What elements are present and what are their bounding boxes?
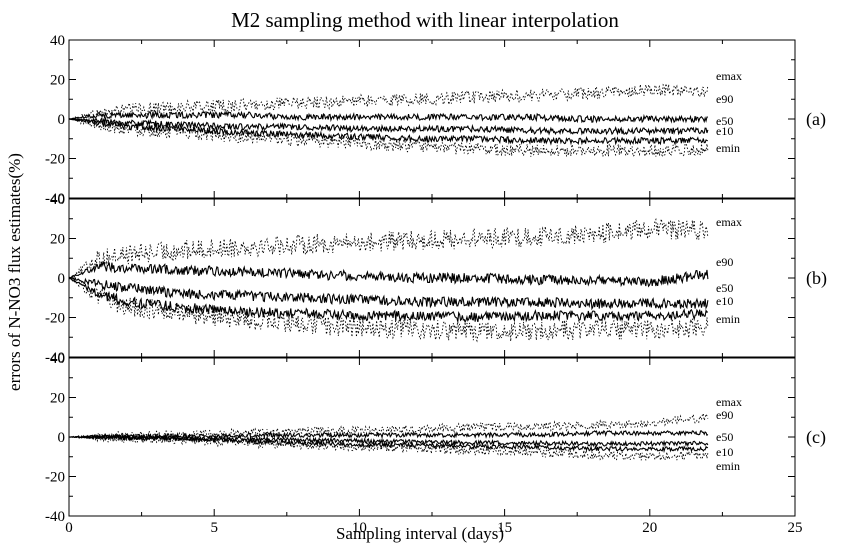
series-label-emax: emax (716, 395, 742, 409)
y-tick-label: 0 (58, 271, 66, 287)
series-label-e90: e90 (716, 255, 733, 269)
series-line-e90 (68, 429, 709, 441)
panel-label: (c) (806, 427, 826, 448)
y-tick-label: -20 (45, 470, 65, 486)
series-line-emax (68, 217, 709, 279)
x-tick-label: 15 (497, 520, 512, 536)
series-label-e90: e90 (716, 92, 733, 106)
x-tick-label: 20 (642, 520, 657, 536)
series-label-emin: emin (716, 459, 740, 473)
series-label-emax: emax (716, 69, 742, 83)
y-tick-label: 20 (50, 391, 65, 407)
series-label-e90: e90 (716, 408, 733, 422)
series-line-emin (68, 277, 709, 343)
series-line-emin (68, 118, 709, 158)
y-tick-label: 20 (50, 232, 65, 248)
chart-title: M2 sampling method with linear interpola… (231, 8, 619, 32)
y-tick-label: 0 (58, 112, 66, 128)
series-label-e10: e10 (716, 445, 733, 459)
y-tick-label: -20 (45, 152, 65, 168)
x-tick-label: 25 (788, 520, 803, 536)
series-line-emax (68, 83, 709, 120)
y-tick-label: -20 (45, 311, 65, 327)
x-axis-title: Sampling interval (days) (336, 524, 504, 543)
series-line-e90 (68, 110, 708, 124)
series-line-e10 (68, 277, 709, 324)
series-label-emin: emin (716, 312, 740, 326)
panel-label: (a) (806, 109, 826, 130)
series-label-emin: emin (716, 141, 740, 155)
y-tick-label: 40 (50, 192, 65, 208)
y-tick-label: -40 (45, 350, 65, 366)
chart-panels: 40200-20-40emaxe90e50e10emin(a)40200-20-… (45, 33, 827, 536)
series-line-e10 (68, 118, 708, 146)
x-tick-label: 0 (65, 520, 73, 536)
panel-label: (b) (806, 268, 827, 289)
x-tick-label: 5 (210, 520, 218, 536)
y-tick-label: 0 (58, 430, 66, 446)
y-tick-label: -40 (45, 509, 65, 525)
series-line-e50 (68, 277, 709, 311)
series-line-e50 (68, 116, 709, 136)
y-tick-label: -40 (45, 191, 65, 207)
series-label-emax: emax (716, 215, 742, 229)
y-tick-label: 40 (50, 351, 65, 367)
series-label-e10: e10 (716, 124, 733, 138)
plot-frame (68, 39, 796, 199)
y-tick-label: 20 (50, 73, 65, 89)
series-label-e50: e50 (716, 281, 733, 295)
y-tick-label: 40 (50, 33, 65, 49)
x-tick-label: 10 (352, 520, 367, 536)
series-label-e10: e10 (716, 294, 733, 308)
series-line-e10 (68, 434, 709, 454)
series-label-e50: e50 (716, 114, 733, 128)
series-line-e90 (68, 260, 709, 288)
y-axis-title: errors of N-NO3 flux estimates(%) (5, 153, 24, 391)
series-label-e50: e50 (716, 430, 733, 444)
